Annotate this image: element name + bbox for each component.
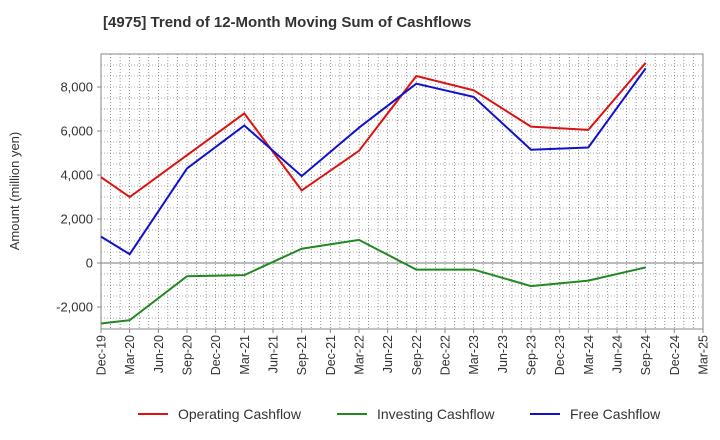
x-tick-label: Jun-21 (267, 335, 281, 373)
x-tick-label: Sep-24 (639, 335, 653, 375)
x-tick-label: Dec-20 (209, 335, 223, 375)
plot-area-frame (100, 53, 704, 330)
x-tick-label: Sep-21 (295, 335, 309, 375)
legend-label: Operating Cashflow (178, 406, 302, 422)
x-tick-label: Jun-22 (381, 335, 395, 373)
investing-cashflow-line (100, 238, 646, 325)
chart-title: [4975] Trend of 12-Month Moving Sum of C… (103, 14, 472, 31)
x-tick-label: Mar-24 (582, 335, 596, 375)
x-tick-label: Dec-23 (553, 335, 567, 375)
x-tick-label: Mar-25 (697, 335, 711, 375)
x-tick-label: Dec-19 (95, 335, 109, 375)
x-tick-label: Mar-20 (123, 335, 137, 375)
legend: Operating Cashflow Investing Cashflow Free… (138, 406, 661, 422)
x-tick-label: Dec-24 (668, 335, 682, 375)
x-tick-label: Sep-22 (410, 335, 424, 375)
x-tick-label: Jun-20 (152, 335, 166, 373)
y-tick-label: 0 (86, 256, 93, 271)
y-tick-label: -2,000 (56, 300, 93, 315)
y-axis-ticks: -2,000 0 2,000 4,000 6,000 8,000 (56, 80, 101, 315)
operating-cashflow-line (100, 62, 647, 199)
x-tick-label: Mar-22 (353, 335, 367, 375)
legend-label: Investing Cashflow (377, 406, 495, 422)
x-tick-label: Jun-23 (496, 335, 510, 373)
y-tick-label: 4,000 (60, 168, 93, 183)
y-tick-label: 8,000 (60, 80, 93, 95)
series-lines (100, 62, 647, 325)
x-tick-label: Mar-23 (467, 335, 481, 375)
x-tick-label: Mar-21 (238, 335, 252, 375)
x-axis-ticks: Dec-19 Mar-20 Jun-20 Sep-20 Dec-20 Mar-21 Jun-… (95, 329, 711, 375)
x-tick-label: Sep-23 (525, 335, 539, 375)
y-tick-label: 6,000 (60, 124, 93, 139)
x-tick-label: Jun-24 (611, 335, 625, 373)
free-cashflow-line (100, 67, 647, 256)
x-tick-label: Sep-20 (181, 335, 195, 375)
legend-label: Free Cashflow (570, 406, 661, 422)
x-tick-label: Dec-22 (439, 335, 453, 375)
x-tick-label: Dec-21 (324, 335, 338, 375)
y-tick-label: 2,000 (60, 212, 93, 227)
y-axis-label: Amount (million yen) (7, 132, 22, 251)
